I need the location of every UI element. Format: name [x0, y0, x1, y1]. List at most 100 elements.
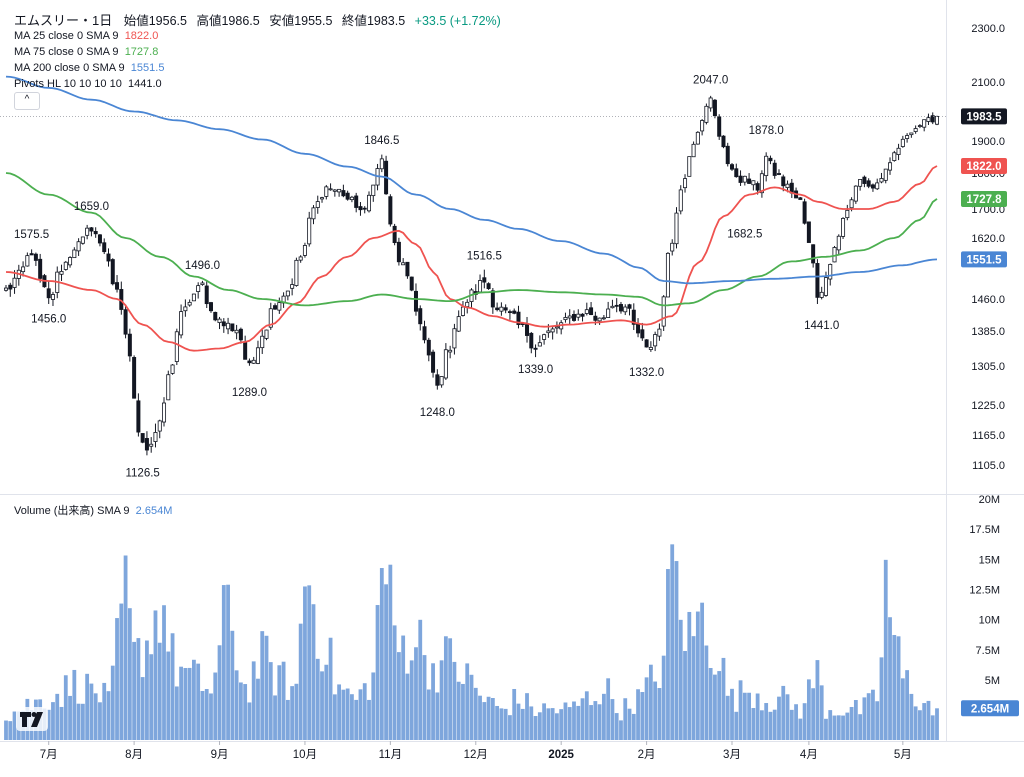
candle	[277, 302, 282, 311]
candle	[751, 180, 756, 186]
volume-bar	[196, 663, 201, 740]
volume-tick-label: 12.5M	[969, 585, 1000, 597]
candle	[687, 156, 692, 177]
candle	[187, 301, 192, 306]
candle	[157, 420, 162, 432]
price-tag	[961, 157, 1007, 174]
ma-line-ma200[interactable]	[5, 75, 938, 285]
candle	[614, 304, 619, 307]
volume-bar	[653, 681, 658, 740]
candle	[247, 360, 252, 364]
candle	[525, 324, 530, 336]
volume-bar	[290, 686, 295, 740]
candle	[456, 316, 461, 332]
candle	[226, 322, 231, 330]
close-value: 1983.5	[366, 14, 406, 28]
indicator-ma25[interactable]: MA 25 close 0 SMA 9 1822.0	[14, 28, 158, 44]
symbol-name[interactable]: エムスリー・1日	[14, 13, 113, 28]
candle	[482, 277, 487, 283]
volume-bar	[234, 670, 239, 740]
candle	[926, 117, 931, 122]
volume-bar	[866, 693, 871, 740]
candle	[354, 195, 359, 208]
volume-bar	[537, 712, 542, 740]
volume-bar	[567, 707, 572, 740]
volume-tick-label: 17.5M	[969, 524, 1000, 536]
time-label: 12月	[464, 749, 488, 761]
volume-bar	[183, 667, 188, 740]
candle	[452, 328, 457, 349]
indicator-ma200[interactable]: MA 200 close 0 SMA 9 1551.5	[14, 60, 164, 76]
volume-tag	[961, 700, 1019, 717]
volume-bar	[862, 697, 867, 740]
candle	[290, 284, 295, 289]
volume-bar	[601, 693, 606, 740]
volume-bar	[132, 641, 137, 740]
ma-line-ma75[interactable]	[5, 172, 938, 307]
price-tick-label: 1105.0	[972, 460, 1005, 472]
candle	[401, 262, 406, 266]
candle	[870, 184, 875, 189]
candle	[200, 282, 205, 285]
candle	[593, 315, 598, 321]
candle	[665, 252, 670, 298]
volume-bar	[871, 689, 875, 740]
ma-line-ma25[interactable]	[5, 165, 938, 352]
candle	[819, 291, 824, 298]
volume-bar	[324, 664, 329, 740]
volume-bar	[384, 584, 388, 740]
volume-bar	[51, 702, 55, 740]
volume-legend-value: 2.654M	[135, 505, 173, 517]
volume-bar	[209, 693, 213, 740]
candle	[636, 323, 641, 334]
volume-bar	[819, 685, 824, 740]
candle	[298, 256, 303, 261]
candle	[413, 290, 418, 312]
volume-bar	[644, 677, 649, 740]
volume-bar	[247, 702, 252, 740]
indicator-label: MA 25 close 0 SMA 9	[14, 30, 119, 42]
volume-bar	[200, 690, 205, 740]
candle	[606, 308, 611, 318]
indicator-pivots[interactable]: Pivots HL 10 10 10 10 1441.0	[14, 76, 162, 92]
volume-bar	[303, 586, 307, 740]
candle	[243, 341, 248, 360]
pivot-label: 1659.0	[74, 201, 109, 213]
candle	[858, 179, 863, 187]
logo-mark-t	[20, 712, 31, 727]
candle	[97, 234, 102, 244]
volume-bar	[623, 698, 628, 740]
volume-bar	[59, 706, 64, 740]
volume-legend[interactable]: Volume (出来高) SMA 9 2.654M	[14, 502, 172, 518]
volume-bar	[661, 655, 666, 740]
candle	[495, 307, 500, 311]
volume-bar	[230, 630, 235, 740]
volume-bar	[841, 715, 845, 740]
candle	[166, 374, 171, 401]
volume-bar	[388, 564, 393, 740]
candle	[251, 359, 256, 364]
volume-bar	[593, 701, 598, 740]
volume-bar	[610, 699, 615, 740]
volume-bar	[717, 671, 722, 740]
time-label: 7月	[40, 749, 58, 761]
volume-bar	[520, 708, 525, 740]
volume-bar	[68, 695, 72, 740]
volume-bar	[341, 689, 346, 740]
volume-bar	[935, 708, 939, 740]
volume-bar	[589, 705, 593, 740]
collapse-legend-button[interactable]: ^	[14, 92, 40, 110]
volume-bar	[900, 678, 905, 740]
candle	[529, 332, 534, 349]
candle	[815, 263, 820, 298]
volume-bar	[285, 699, 290, 740]
volume-bar	[806, 679, 811, 740]
candle	[25, 255, 30, 267]
volume-bar	[636, 689, 640, 740]
volume-bar	[764, 703, 769, 740]
symbol-header: エムスリー・1日 始値1956.5 高値1986.5 安値1955.5 終値19…	[14, 10, 501, 29]
volume-bar	[836, 715, 841, 740]
indicator-ma75[interactable]: MA 75 close 0 SMA 9 1727.8	[14, 44, 158, 60]
candle	[179, 311, 184, 336]
